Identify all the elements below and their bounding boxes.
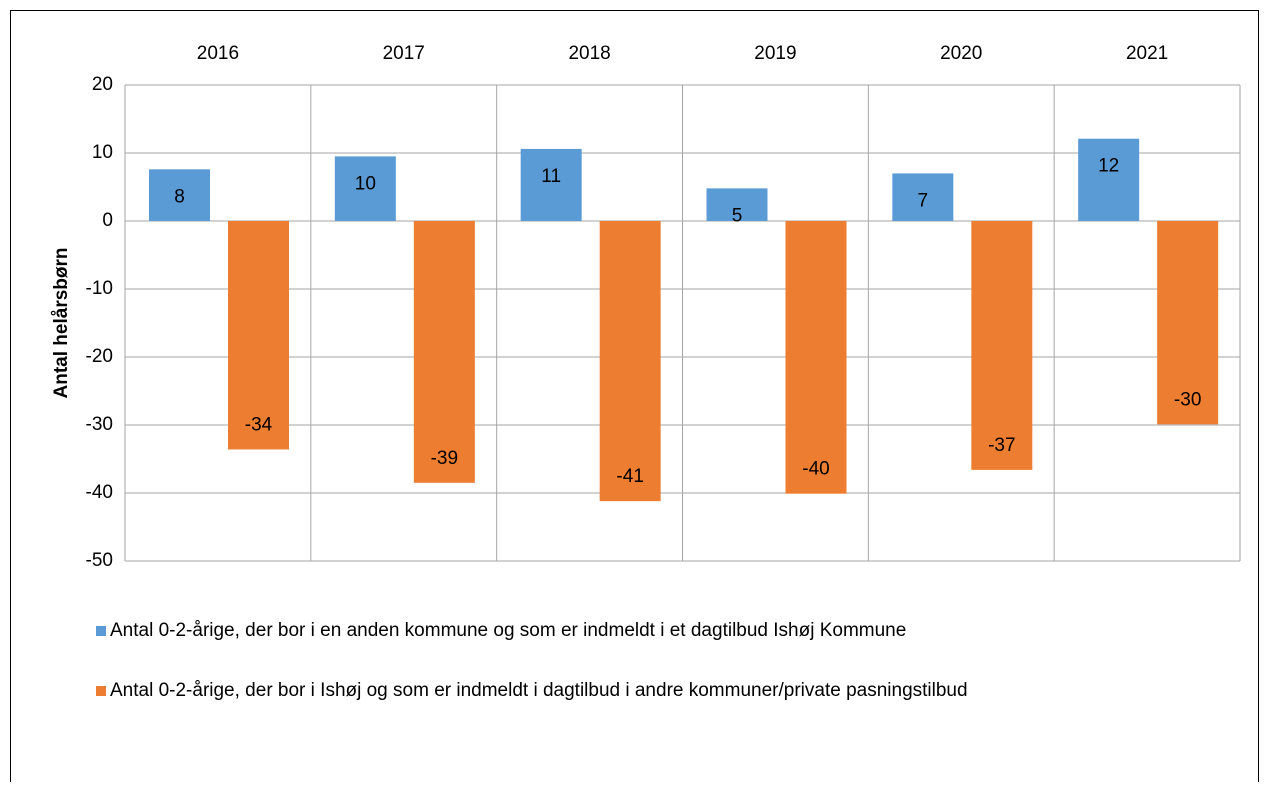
y-tick-label: -50 bbox=[86, 550, 113, 571]
data-label: 5 bbox=[732, 205, 743, 226]
y-tick-label: -20 bbox=[86, 346, 113, 367]
data-label: 12 bbox=[1098, 156, 1119, 177]
x-tick-label: 2016 bbox=[197, 43, 239, 64]
data-label: 7 bbox=[918, 190, 929, 211]
legend-label: Antal 0-2-årige, der bor i en anden komm… bbox=[110, 620, 906, 641]
legend-label: Antal 0-2-årige, der bor i Ishøj og som … bbox=[110, 680, 968, 701]
y-tick-label: -30 bbox=[86, 414, 113, 435]
data-label: 8 bbox=[174, 186, 185, 207]
data-label: -34 bbox=[245, 414, 273, 435]
y-tick-label: -40 bbox=[86, 482, 113, 503]
x-tick-label: 2020 bbox=[940, 43, 982, 64]
x-tick-label: 2021 bbox=[1126, 43, 1168, 64]
data-label: -40 bbox=[802, 459, 829, 480]
data-label: -30 bbox=[1174, 389, 1201, 410]
bar bbox=[334, 156, 396, 221]
bar bbox=[1078, 138, 1140, 221]
bar bbox=[971, 221, 1033, 470]
bar bbox=[785, 221, 847, 494]
y-tick-label: 0 bbox=[102, 210, 113, 231]
data-label: -41 bbox=[616, 466, 643, 487]
data-label: 10 bbox=[355, 173, 376, 194]
y-tick-label: -10 bbox=[86, 278, 113, 299]
legend-swatch bbox=[96, 626, 106, 636]
y-axis-label: Antal helårsbørn bbox=[51, 248, 72, 399]
bar bbox=[413, 221, 475, 483]
bar bbox=[1157, 221, 1219, 425]
bar bbox=[520, 148, 582, 221]
bar bbox=[149, 169, 210, 221]
data-label: 11 bbox=[541, 166, 561, 187]
data-label: -37 bbox=[988, 435, 1015, 456]
bar bbox=[892, 173, 954, 221]
bar bbox=[228, 221, 289, 450]
legend-swatch bbox=[96, 686, 106, 696]
x-tick-label: 2019 bbox=[754, 43, 796, 64]
bar bbox=[599, 221, 661, 502]
x-tick-label: 2017 bbox=[383, 43, 425, 64]
x-tick-label: 2018 bbox=[568, 43, 610, 64]
y-tick-label: 10 bbox=[92, 142, 113, 163]
y-tick-label: 20 bbox=[92, 74, 113, 95]
data-label: -39 bbox=[431, 448, 458, 469]
bar bbox=[706, 188, 768, 221]
